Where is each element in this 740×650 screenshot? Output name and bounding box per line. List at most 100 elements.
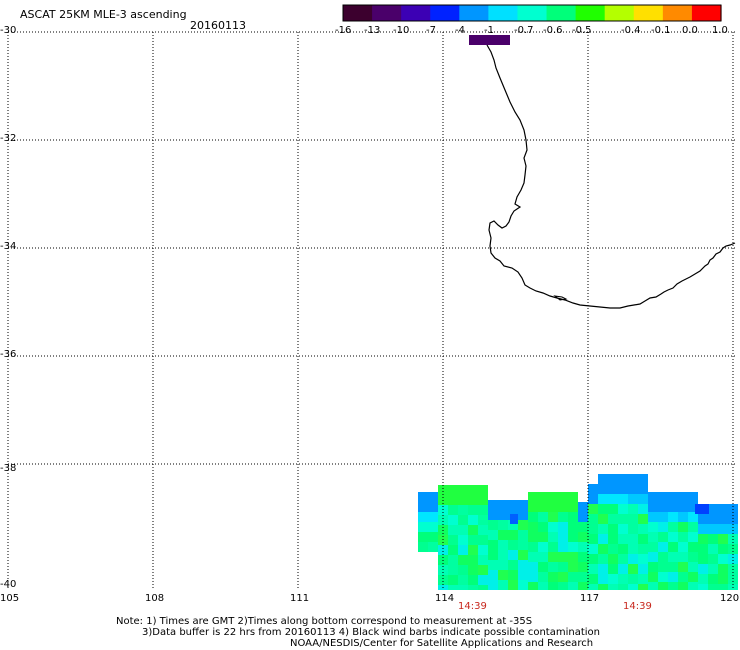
data-cell: [648, 522, 658, 532]
data-cell: [468, 565, 478, 575]
data-cell: [558, 512, 568, 522]
data-cell: [418, 492, 428, 502]
data-cell: [578, 572, 588, 582]
data-cell: [468, 535, 478, 545]
data-cell: [588, 584, 598, 590]
data-cell: [678, 492, 688, 502]
colorbar-segment: [343, 5, 373, 21]
data-cell: [608, 544, 618, 554]
data-cell: [588, 494, 598, 504]
data-cell: [458, 525, 468, 535]
data-cell: [568, 502, 578, 512]
colorbar-label-3: -10: [393, 25, 410, 36]
data-cell: [598, 554, 608, 564]
data-cell: [618, 504, 628, 514]
data-cell: [578, 502, 588, 512]
data-cell: [568, 492, 578, 502]
data-cell: [678, 512, 688, 522]
data-cell: [718, 584, 728, 590]
data-cell: [528, 582, 538, 590]
data-cell: [628, 574, 638, 584]
data-cell: [608, 474, 618, 484]
data-cell: [418, 522, 428, 532]
data-cell: [498, 500, 508, 510]
data-cell: [538, 572, 548, 582]
data-cell: [578, 582, 588, 590]
data-cell: [588, 574, 598, 584]
data-cell: [678, 562, 688, 572]
data-cell: [448, 515, 458, 525]
data-cell: [528, 542, 538, 552]
data-cell: [488, 520, 498, 530]
lat-label: -30: [0, 25, 17, 36]
data-cell: [488, 500, 498, 510]
data-cell: [678, 572, 688, 582]
data-cell: [428, 512, 438, 522]
data-cell: [718, 504, 728, 514]
data-cell: [658, 562, 668, 572]
data-cell: [488, 530, 498, 540]
time-label: 14:39: [623, 601, 652, 612]
data-cell: [458, 515, 468, 525]
data-cell: [448, 545, 458, 555]
lon-label: 108: [145, 593, 165, 604]
data-cell: [518, 560, 528, 570]
data-cell: [678, 582, 688, 590]
colorbar-label-1: -16: [335, 25, 352, 36]
data-cell: [498, 570, 508, 580]
data-cell: [438, 575, 448, 585]
note-line-2: 3)Data buffer is 22 hrs from 20160113 4)…: [142, 627, 600, 638]
data-cell: [628, 484, 638, 494]
data-cell: [568, 522, 578, 532]
data-cell: [628, 534, 638, 544]
data-cell: [618, 484, 628, 494]
data-cell: [688, 522, 698, 532]
data-cell: [508, 530, 518, 540]
data-cell: [548, 502, 558, 512]
data-cell: [548, 532, 558, 542]
data-cell: [678, 502, 688, 512]
data-cell: [558, 532, 568, 542]
data-cell: [488, 560, 498, 570]
note-line-1: Note: 1) Times are GMT 2)Times along bot…: [116, 616, 533, 627]
data-cell: [708, 534, 718, 544]
data-cell: [718, 564, 728, 574]
data-cell: [698, 544, 708, 554]
data-cell: [718, 554, 728, 564]
data-cell: [658, 522, 668, 532]
data-cell: [598, 494, 608, 504]
data-cell: [548, 562, 558, 572]
data-cell: [648, 582, 658, 590]
data-cell: [678, 532, 688, 542]
colorbar-segment: [459, 5, 489, 21]
data-cell: [618, 524, 628, 534]
colorbar-segments: [343, 5, 722, 21]
data-cell: [648, 532, 658, 542]
data-cell: [608, 554, 618, 564]
data-cell: [658, 572, 668, 582]
data-cell: [438, 515, 448, 525]
data-cell: [508, 520, 518, 530]
colorbar-label-6: -1: [484, 25, 494, 36]
data-cell: [638, 544, 648, 554]
data-cell: [458, 485, 468, 495]
data-cell: [488, 550, 498, 560]
data-cell: [708, 584, 718, 590]
data-cell: [608, 484, 618, 494]
data-cell: [698, 514, 708, 524]
data-cell: [468, 545, 478, 555]
data-cell: [528, 492, 538, 502]
data-cell: [618, 544, 628, 554]
data-cell: [428, 502, 438, 512]
data-cell: [598, 534, 608, 544]
data-cell: [548, 572, 558, 582]
data-cell: [698, 524, 708, 534]
data-cell: [518, 500, 528, 510]
data-cell: [518, 510, 528, 520]
data-cell: [498, 510, 508, 520]
data-cell: [618, 564, 628, 574]
lon-label: 117: [580, 593, 600, 604]
data-cell: [478, 535, 488, 545]
data-cell: [448, 505, 458, 515]
map-date: 20160113: [190, 19, 246, 32]
